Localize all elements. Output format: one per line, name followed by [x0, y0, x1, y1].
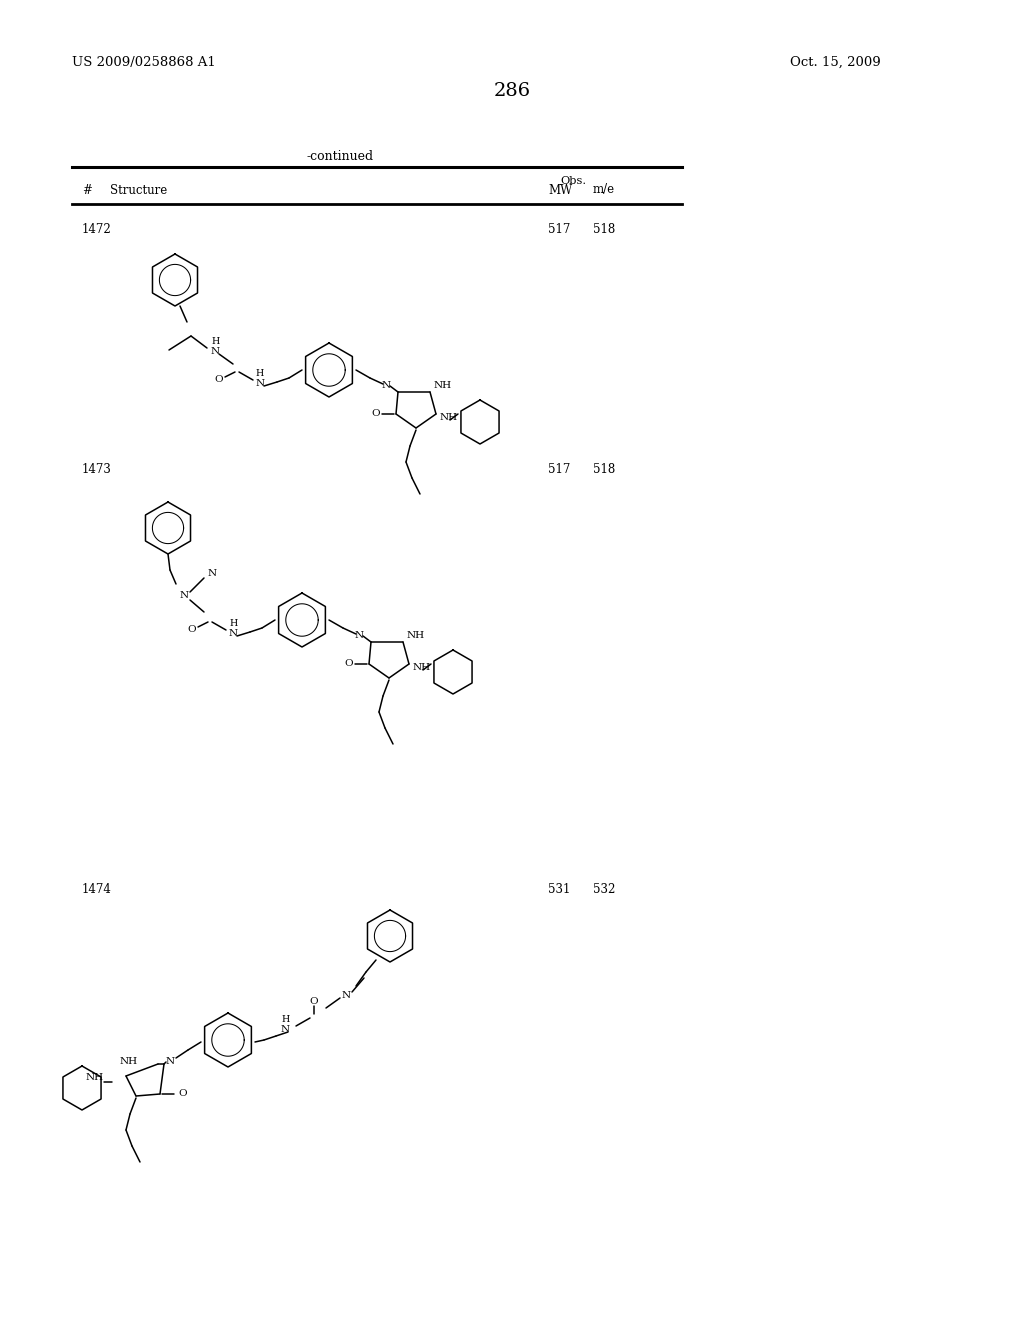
Text: N: N	[166, 1057, 174, 1067]
Text: -continued: -continued	[306, 150, 374, 162]
Text: H: H	[229, 619, 238, 628]
Text: 517: 517	[548, 463, 570, 477]
Text: 286: 286	[494, 82, 530, 100]
Text: 532: 532	[593, 883, 615, 896]
Text: 518: 518	[593, 463, 615, 477]
Text: H: H	[256, 370, 264, 379]
Text: H: H	[282, 1015, 290, 1024]
Text: N: N	[211, 346, 220, 355]
Text: Structure: Structure	[110, 183, 167, 197]
Text: NH: NH	[413, 664, 431, 672]
Text: H: H	[211, 338, 219, 346]
Text: Obs.: Obs.	[560, 176, 586, 186]
Text: N: N	[256, 379, 265, 388]
Text: N: N	[281, 1024, 290, 1034]
Text: 1472: 1472	[82, 223, 112, 236]
Text: NH: NH	[440, 413, 458, 422]
Text: Oct. 15, 2009: Oct. 15, 2009	[790, 55, 881, 69]
Text: O: O	[345, 660, 353, 668]
Text: 518: 518	[593, 223, 615, 236]
Text: NH: NH	[120, 1057, 138, 1067]
Text: N: N	[208, 569, 217, 578]
Text: O: O	[372, 409, 380, 418]
Text: N: N	[229, 628, 239, 638]
Text: N: N	[179, 591, 188, 601]
Text: N: N	[341, 991, 350, 1001]
Text: O: O	[178, 1089, 186, 1098]
Text: O: O	[215, 375, 223, 384]
Text: MW: MW	[548, 183, 572, 197]
Text: 531: 531	[548, 883, 570, 896]
Text: 1473: 1473	[82, 463, 112, 477]
Text: m/e: m/e	[593, 183, 615, 197]
Text: O: O	[309, 998, 318, 1006]
Text: N: N	[354, 631, 364, 640]
Text: O: O	[187, 626, 197, 635]
Text: US 2009/0258868 A1: US 2009/0258868 A1	[72, 55, 216, 69]
Text: NH: NH	[86, 1073, 104, 1082]
Text: NH: NH	[434, 381, 453, 391]
Text: 1474: 1474	[82, 883, 112, 896]
Text: 517: 517	[548, 223, 570, 236]
Text: NH: NH	[407, 631, 425, 640]
Text: #: #	[82, 183, 92, 197]
Text: N: N	[381, 381, 390, 391]
